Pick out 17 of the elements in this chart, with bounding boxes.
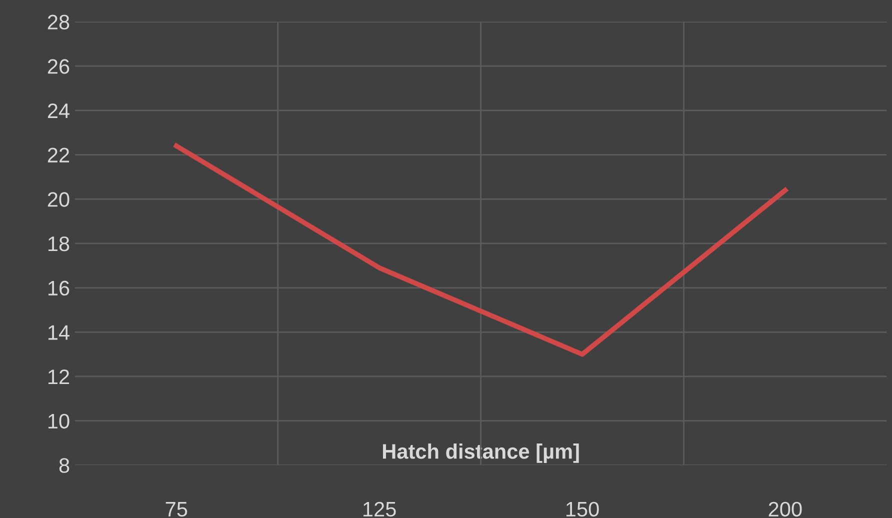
- y-tick-label: 8: [59, 458, 70, 473]
- y-tick-label: 26: [48, 59, 70, 74]
- x-axis-title: Hatch distance [µm]: [382, 444, 579, 463]
- y-tick-label: 20: [48, 192, 70, 207]
- x-tick-label: 75: [166, 502, 188, 517]
- x-tick-label: 200: [768, 502, 802, 517]
- y-tick-label: 24: [48, 103, 70, 118]
- y-tick-label: 18: [48, 236, 70, 252]
- y-tick-label: 12: [48, 369, 70, 384]
- y-tick-label: 14: [48, 325, 70, 340]
- x-tick-label: 150: [566, 502, 599, 517]
- line-series: [174, 143, 788, 357]
- x-tick-label: 125: [364, 502, 396, 517]
- y-tick-label: 16: [48, 280, 70, 296]
- y-tick-label: 22: [48, 148, 70, 162]
- y-tick-label: 10: [48, 414, 70, 429]
- y-tick-label: 28: [48, 14, 70, 30]
